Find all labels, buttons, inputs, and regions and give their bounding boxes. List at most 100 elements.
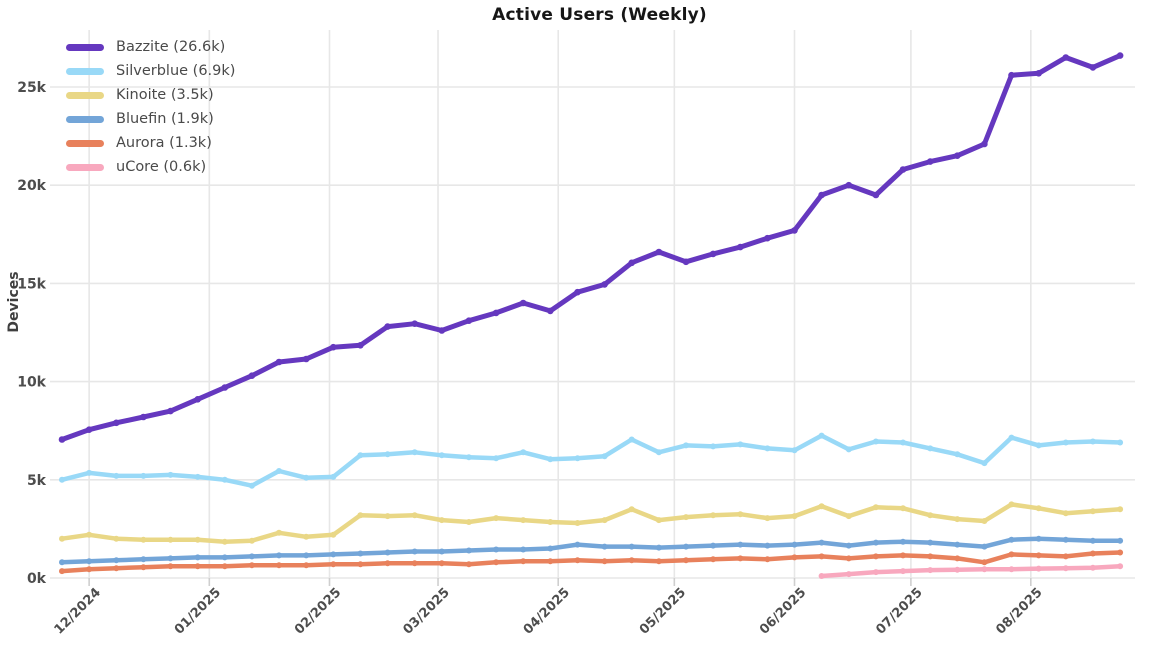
data-point-aurora (248, 562, 255, 569)
data-point-bluefin (547, 545, 554, 552)
data-point-silverblue (900, 439, 906, 446)
data-point-silverblue (927, 445, 934, 452)
data-point-aurora (845, 555, 852, 562)
data-point-bluefin (194, 554, 201, 561)
data-point-bazzite (899, 166, 907, 173)
data-point-silverblue (1035, 442, 1042, 449)
data-point-bluefin (791, 541, 798, 548)
data-point-kinoite (845, 513, 852, 520)
legend-item-kinoite[interactable]: Kinoite (3.5k) (66, 87, 235, 104)
legend-label-bluefin: Bluefin (1.9k) (116, 111, 214, 128)
legend-item-silverblue[interactable]: Silverblue (6.9k) (66, 63, 235, 80)
data-point-aurora (628, 557, 635, 564)
data-point-bluefin (167, 555, 174, 562)
data-point-bluefin (221, 554, 228, 561)
data-point-bluefin (140, 556, 147, 563)
x-tick-label: 12/2024 (52, 585, 104, 637)
data-point-bazzite (85, 426, 93, 434)
data-point-kinoite (1035, 505, 1042, 512)
data-point-silverblue (954, 451, 961, 458)
data-point-bluefin (1035, 535, 1042, 542)
y-tick-label: 5k (27, 473, 47, 489)
data-point-bazzite (547, 307, 554, 315)
data-point-aurora (900, 552, 906, 559)
data-point-kinoite (954, 516, 961, 523)
data-point-bazzite (275, 358, 283, 366)
series-line-bazzite (59, 53, 1123, 442)
data-point-aurora (357, 561, 364, 568)
series-line-aurora (59, 550, 1123, 574)
data-point-silverblue (655, 449, 662, 456)
data-point-aurora (737, 555, 744, 562)
data-point-bluefin (927, 539, 934, 546)
data-point-bazzite (357, 342, 364, 349)
data-point-aurora (927, 553, 934, 560)
data-point-aurora (1089, 550, 1096, 557)
data-point-bluefin (900, 538, 906, 545)
data-point-bazzite (845, 181, 853, 189)
data-point-aurora (465, 561, 472, 568)
data-point-ucore (1089, 564, 1096, 571)
data-point-bazzite (194, 396, 201, 403)
data-point-bluefin (601, 543, 608, 550)
data-point-silverblue (1089, 438, 1096, 445)
data-point-aurora (113, 565, 120, 572)
data-point-aurora (493, 559, 500, 566)
data-point-kinoite (601, 517, 608, 524)
legend-item-bluefin[interactable]: Bluefin (1.9k) (66, 111, 235, 128)
data-point-kinoite (1008, 501, 1015, 508)
data-point-kinoite (1089, 508, 1096, 515)
data-point-bazzite (1089, 64, 1097, 71)
data-point-kinoite (465, 519, 472, 525)
x-tick-label: 02/2025 (292, 585, 344, 637)
data-point-aurora (1117, 549, 1124, 556)
data-point-bazzite (682, 258, 690, 266)
data-point-silverblue (710, 443, 717, 450)
data-point-bazzite (384, 323, 391, 330)
data-point-aurora (574, 557, 581, 564)
data-point-bluefin (628, 543, 635, 550)
legend-item-aurora[interactable]: Aurora (1.3k) (66, 135, 235, 152)
data-point-bluefin (465, 547, 472, 554)
data-point-bluefin (764, 542, 771, 549)
data-point-ucore (900, 568, 906, 575)
data-point-bazzite (601, 281, 608, 288)
data-point-silverblue (791, 447, 798, 454)
data-point-bazzite (1035, 70, 1042, 77)
series-silverblue (59, 432, 1124, 489)
data-point-aurora (601, 558, 608, 565)
data-point-aurora (1008, 551, 1015, 558)
x-tick-label: 04/2025 (521, 585, 573, 637)
legend-item-ucore[interactable]: uCore (0.6k) (66, 159, 235, 176)
data-point-kinoite (791, 513, 798, 520)
data-point-bazzite (221, 384, 229, 391)
data-point-aurora (764, 556, 771, 563)
data-point-bazzite (58, 436, 66, 443)
data-point-bluefin (683, 543, 689, 550)
x-tick-label: 01/2025 (172, 585, 224, 637)
data-point-kinoite (1062, 510, 1069, 517)
data-point-silverblue (683, 442, 689, 449)
data-point-kinoite (927, 512, 934, 519)
legend-item-bazzite[interactable]: Bazzite (26.6k) (66, 39, 235, 56)
data-point-bluefin (384, 549, 391, 556)
data-point-ucore (1008, 566, 1015, 573)
data-point-kinoite (140, 536, 147, 543)
legend-swatch-kinoite-icon (66, 92, 104, 99)
data-point-kinoite (86, 531, 93, 538)
series-ucore (818, 563, 1124, 579)
data-point-aurora (194, 563, 201, 570)
data-point-kinoite (710, 512, 717, 519)
data-point-aurora (140, 564, 147, 571)
data-point-bazzite (737, 243, 744, 251)
data-point-bazzite (465, 317, 473, 325)
data-point-bluefin (954, 541, 961, 548)
data-point-ucore (872, 569, 879, 576)
data-point-silverblue (357, 452, 364, 459)
data-point-bazzite (1008, 71, 1015, 79)
chart-title: Active Users (Weekly) (492, 5, 707, 25)
data-point-kinoite (981, 518, 988, 524)
data-point-kinoite (493, 515, 500, 522)
data-point-bluefin (872, 539, 879, 546)
